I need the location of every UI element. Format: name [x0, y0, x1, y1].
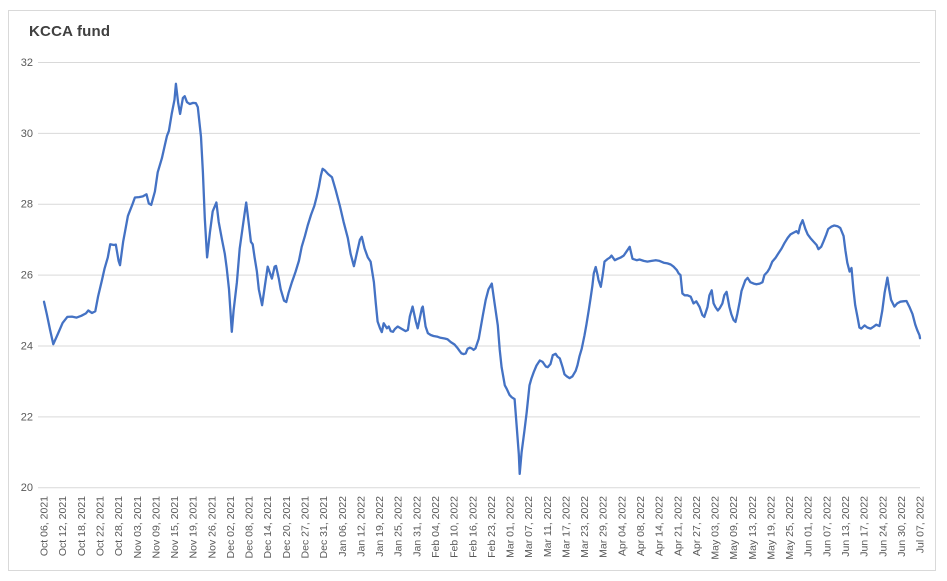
- x-axis-tick-label: Apr 04, 2022: [616, 496, 628, 556]
- x-axis-tick-label: May 19, 2022: [765, 496, 777, 560]
- x-axis-tick-label: Jun 30, 2022: [896, 496, 908, 557]
- x-axis-tick-label: May 03, 2022: [710, 496, 722, 560]
- x-axis-tick-label: Jun 24, 2022: [877, 496, 889, 557]
- x-axis-tick-label: Jun 13, 2022: [840, 496, 852, 557]
- x-axis-tick-label: Feb 23, 2022: [486, 496, 498, 558]
- x-axis-tick-label: Nov 15, 2021: [169, 496, 181, 559]
- x-axis-tick-label: Mar 29, 2022: [598, 496, 610, 558]
- x-axis-tick-label: Mar 01, 2022: [505, 496, 517, 558]
- kcca-fund-series-line: [42, 82, 922, 476]
- y-axis-tick-label: 28: [21, 199, 33, 211]
- x-axis-tick-label: Oct 12, 2021: [57, 496, 69, 556]
- x-axis-tick-label: Oct 22, 2021: [94, 496, 106, 556]
- x-axis-tick-label: Oct 06, 2021: [39, 496, 51, 556]
- x-axis-tick-label: Mar 11, 2022: [542, 496, 554, 557]
- x-axis-tick-label: Jan 25, 2022: [393, 496, 405, 557]
- x-axis-tick-label: Mar 17, 2022: [560, 496, 572, 558]
- x-axis-tick-label: Apr 27, 2022: [691, 496, 703, 556]
- y-axis-tick-label: 22: [21, 411, 33, 423]
- chart-title: KCCA fund: [29, 23, 111, 40]
- y-axis-tick-label: 20: [21, 482, 33, 494]
- x-axis-tick-label: Nov 09, 2021: [150, 496, 162, 559]
- x-axis-tick-label: Jan 12, 2022: [355, 496, 367, 557]
- chart-frame: [8, 10, 936, 571]
- x-axis-tick-label: Dec 08, 2021: [244, 496, 256, 559]
- x-axis-tick-label: Feb 16, 2022: [467, 496, 479, 558]
- x-axis-tick-label: Dec 31, 2021: [318, 496, 330, 559]
- x-axis-tick-label: Jun 01, 2022: [803, 496, 815, 557]
- x-axis-tick-label: Dec 20, 2021: [281, 496, 293, 559]
- x-axis-tick-label: Apr 08, 2022: [635, 496, 647, 556]
- x-axis-tick-label: Dec 27, 2021: [300, 496, 312, 559]
- x-axis-tick-label: Nov 26, 2021: [206, 496, 218, 559]
- y-axis-tick-label: 26: [21, 270, 33, 282]
- x-axis-tick-label: Jan 31, 2022: [411, 496, 423, 557]
- x-axis-tick-label: Jun 17, 2022: [859, 496, 871, 557]
- y-axis-tick-label: 32: [21, 57, 33, 69]
- x-axis-tick-label: Jun 07, 2022: [821, 496, 833, 557]
- x-axis-tick-label: Nov 03, 2021: [132, 496, 144, 559]
- x-axis-tick-label: May 09, 2022: [728, 496, 740, 560]
- x-axis-tick-label: Jan 06, 2022: [337, 496, 349, 557]
- x-axis-tick-label: May 25, 2022: [784, 496, 796, 560]
- x-axis-tick-label: Dec 02, 2021: [225, 496, 237, 559]
- x-axis-tick-label: Mar 07, 2022: [523, 496, 535, 558]
- x-axis-tick-label: Nov 19, 2021: [188, 496, 200, 559]
- x-axis-tick-label: Oct 18, 2021: [76, 496, 88, 556]
- x-axis-tick-label: Apr 21, 2022: [672, 496, 684, 556]
- y-axis-tick-label: 24: [21, 340, 33, 352]
- x-axis-tick-label: Feb 04, 2022: [430, 496, 442, 558]
- x-axis-tick-label: Dec 14, 2021: [262, 496, 274, 559]
- x-axis-tick-label: Mar 23, 2022: [579, 496, 591, 558]
- x-axis-tick-label: Apr 14, 2022: [654, 496, 666, 556]
- x-axis-tick-label: Feb 10, 2022: [449, 496, 461, 558]
- x-axis-tick-label: Jan 19, 2022: [374, 496, 386, 557]
- x-axis-tick-label: Oct 28, 2021: [113, 496, 125, 556]
- x-axis-tick-label: May 13, 2022: [747, 496, 759, 560]
- y-axis-tick-label: 30: [21, 128, 33, 140]
- x-axis-tick-label: Jul 07, 2022: [915, 496, 927, 553]
